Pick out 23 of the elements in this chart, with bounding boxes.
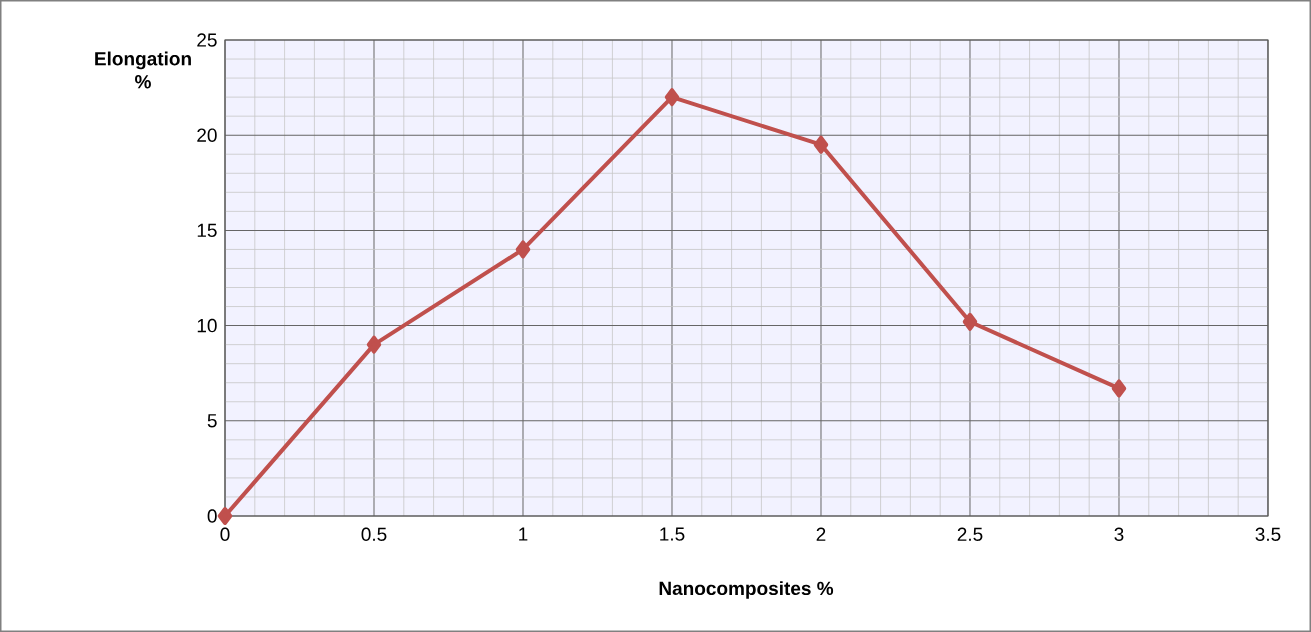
y-tick-label: 20 xyxy=(197,128,217,142)
point xyxy=(217,507,233,525)
y-tick-label: 0 xyxy=(207,509,217,523)
point xyxy=(366,335,382,354)
x-tick-label: 3 xyxy=(1114,527,1124,541)
y-tick-label: 10 xyxy=(197,318,217,333)
x-tick-label: 2 xyxy=(816,527,826,541)
point xyxy=(813,135,829,154)
x-tick-label: 3.5 xyxy=(1255,527,1281,541)
x-tick-label: 0.5 xyxy=(361,527,387,541)
point xyxy=(515,240,531,259)
y-tick-label: 15 xyxy=(197,223,217,238)
y-tick-label: 25 xyxy=(197,33,217,47)
y-axis-title: Elongation % xyxy=(95,51,191,89)
x-tick-label: 0 xyxy=(220,527,230,541)
point xyxy=(962,312,978,331)
x-axis-title: Nanocomposites % xyxy=(659,581,834,599)
x-tick-label: 1.5 xyxy=(660,527,685,541)
x-tick-label: 2.5 xyxy=(957,527,983,541)
y-tick-label: 5 xyxy=(207,414,217,428)
point xyxy=(664,88,680,107)
x-tick-label: 1 xyxy=(519,527,528,541)
point xyxy=(1111,379,1127,398)
